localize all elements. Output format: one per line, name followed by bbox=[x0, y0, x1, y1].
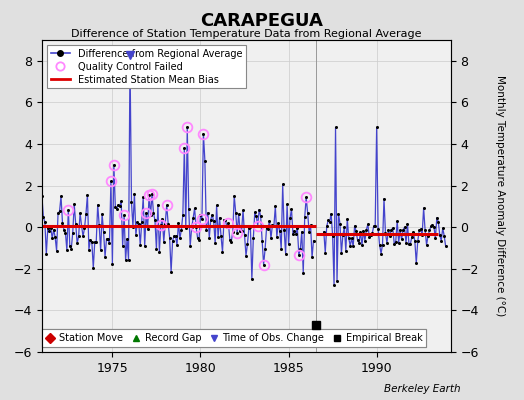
Title: Difference of Station Temperature Data from Regional Average: Difference of Station Temperature Data f… bbox=[71, 29, 421, 39]
Y-axis label: Monthly Temperature Anomaly Difference (°C): Monthly Temperature Anomaly Difference (… bbox=[495, 75, 506, 317]
Text: Berkeley Earth: Berkeley Earth bbox=[385, 384, 461, 394]
Text: CARAPEGUA: CARAPEGUA bbox=[201, 12, 323, 30]
Legend: Station Move, Record Gap, Time of Obs. Change, Empirical Break: Station Move, Record Gap, Time of Obs. C… bbox=[41, 329, 427, 347]
